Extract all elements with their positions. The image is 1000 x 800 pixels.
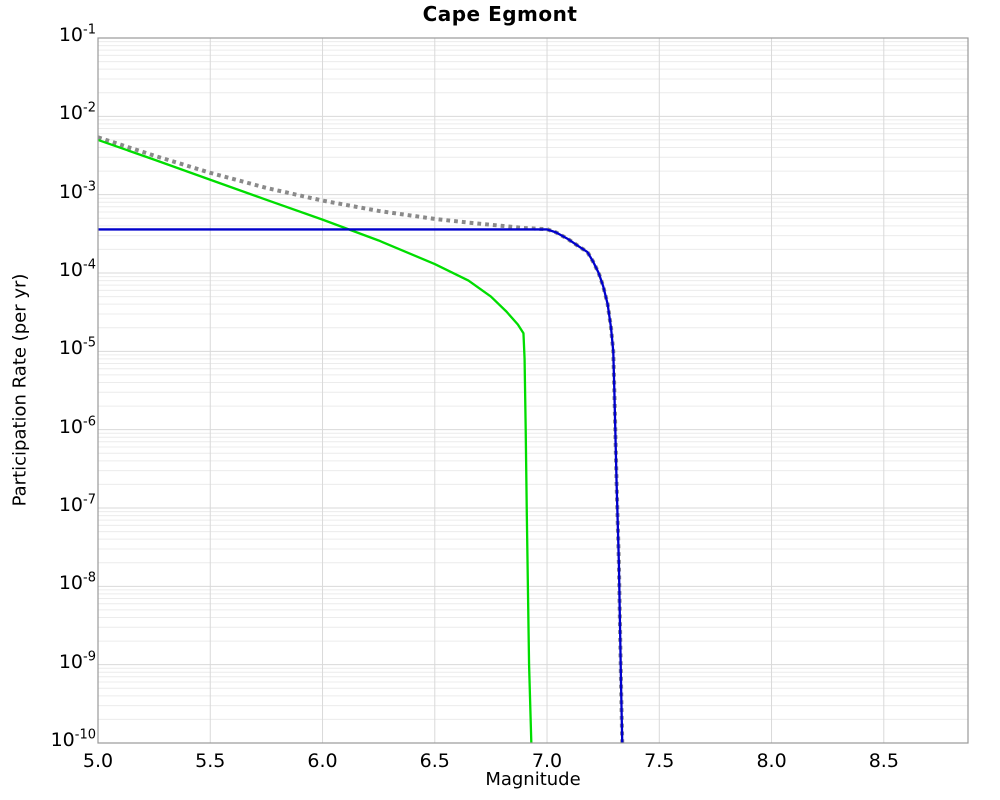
y-tick-label: 10-4	[58, 257, 96, 281]
plot-frame	[97, 37, 969, 744]
x-tick-label: 6.5	[419, 750, 450, 772]
y-tick-label: 10-1	[58, 22, 96, 46]
x-tick-label: 8.0	[756, 750, 787, 772]
y-tick-label: 10-3	[58, 179, 96, 203]
x-tick-label: 5.5	[195, 750, 226, 772]
x-tick-label: 7.5	[644, 750, 675, 772]
series-total-participation-rate-line	[97, 135, 625, 744]
y-tick-label: 10-2	[58, 101, 96, 125]
chart-title: Cape Egmont	[422, 2, 578, 26]
y-axis-label: Participation Rate (per yr)	[9, 273, 31, 507]
x-tick-label: 6.0	[307, 750, 338, 772]
y-tick-label: 10-7	[58, 492, 96, 516]
series-gutenberg-richter-branch-line	[97, 138, 533, 744]
y-tick-label: 10-6	[58, 414, 96, 438]
x-tick-label: 8.5	[868, 750, 899, 772]
y-tick-label: 10-9	[58, 649, 96, 673]
series-characteristic-branch-line	[98, 228, 624, 744]
x-tick-label: 7.0	[531, 750, 563, 772]
y-tick-label: 10-5	[58, 336, 96, 360]
y-tick-label: 10-8	[58, 571, 96, 595]
y-tick-label: 10-10	[50, 727, 96, 751]
x-axis-label: Magnitude	[485, 769, 581, 790]
x-tick-label: 5.0	[82, 750, 114, 772]
